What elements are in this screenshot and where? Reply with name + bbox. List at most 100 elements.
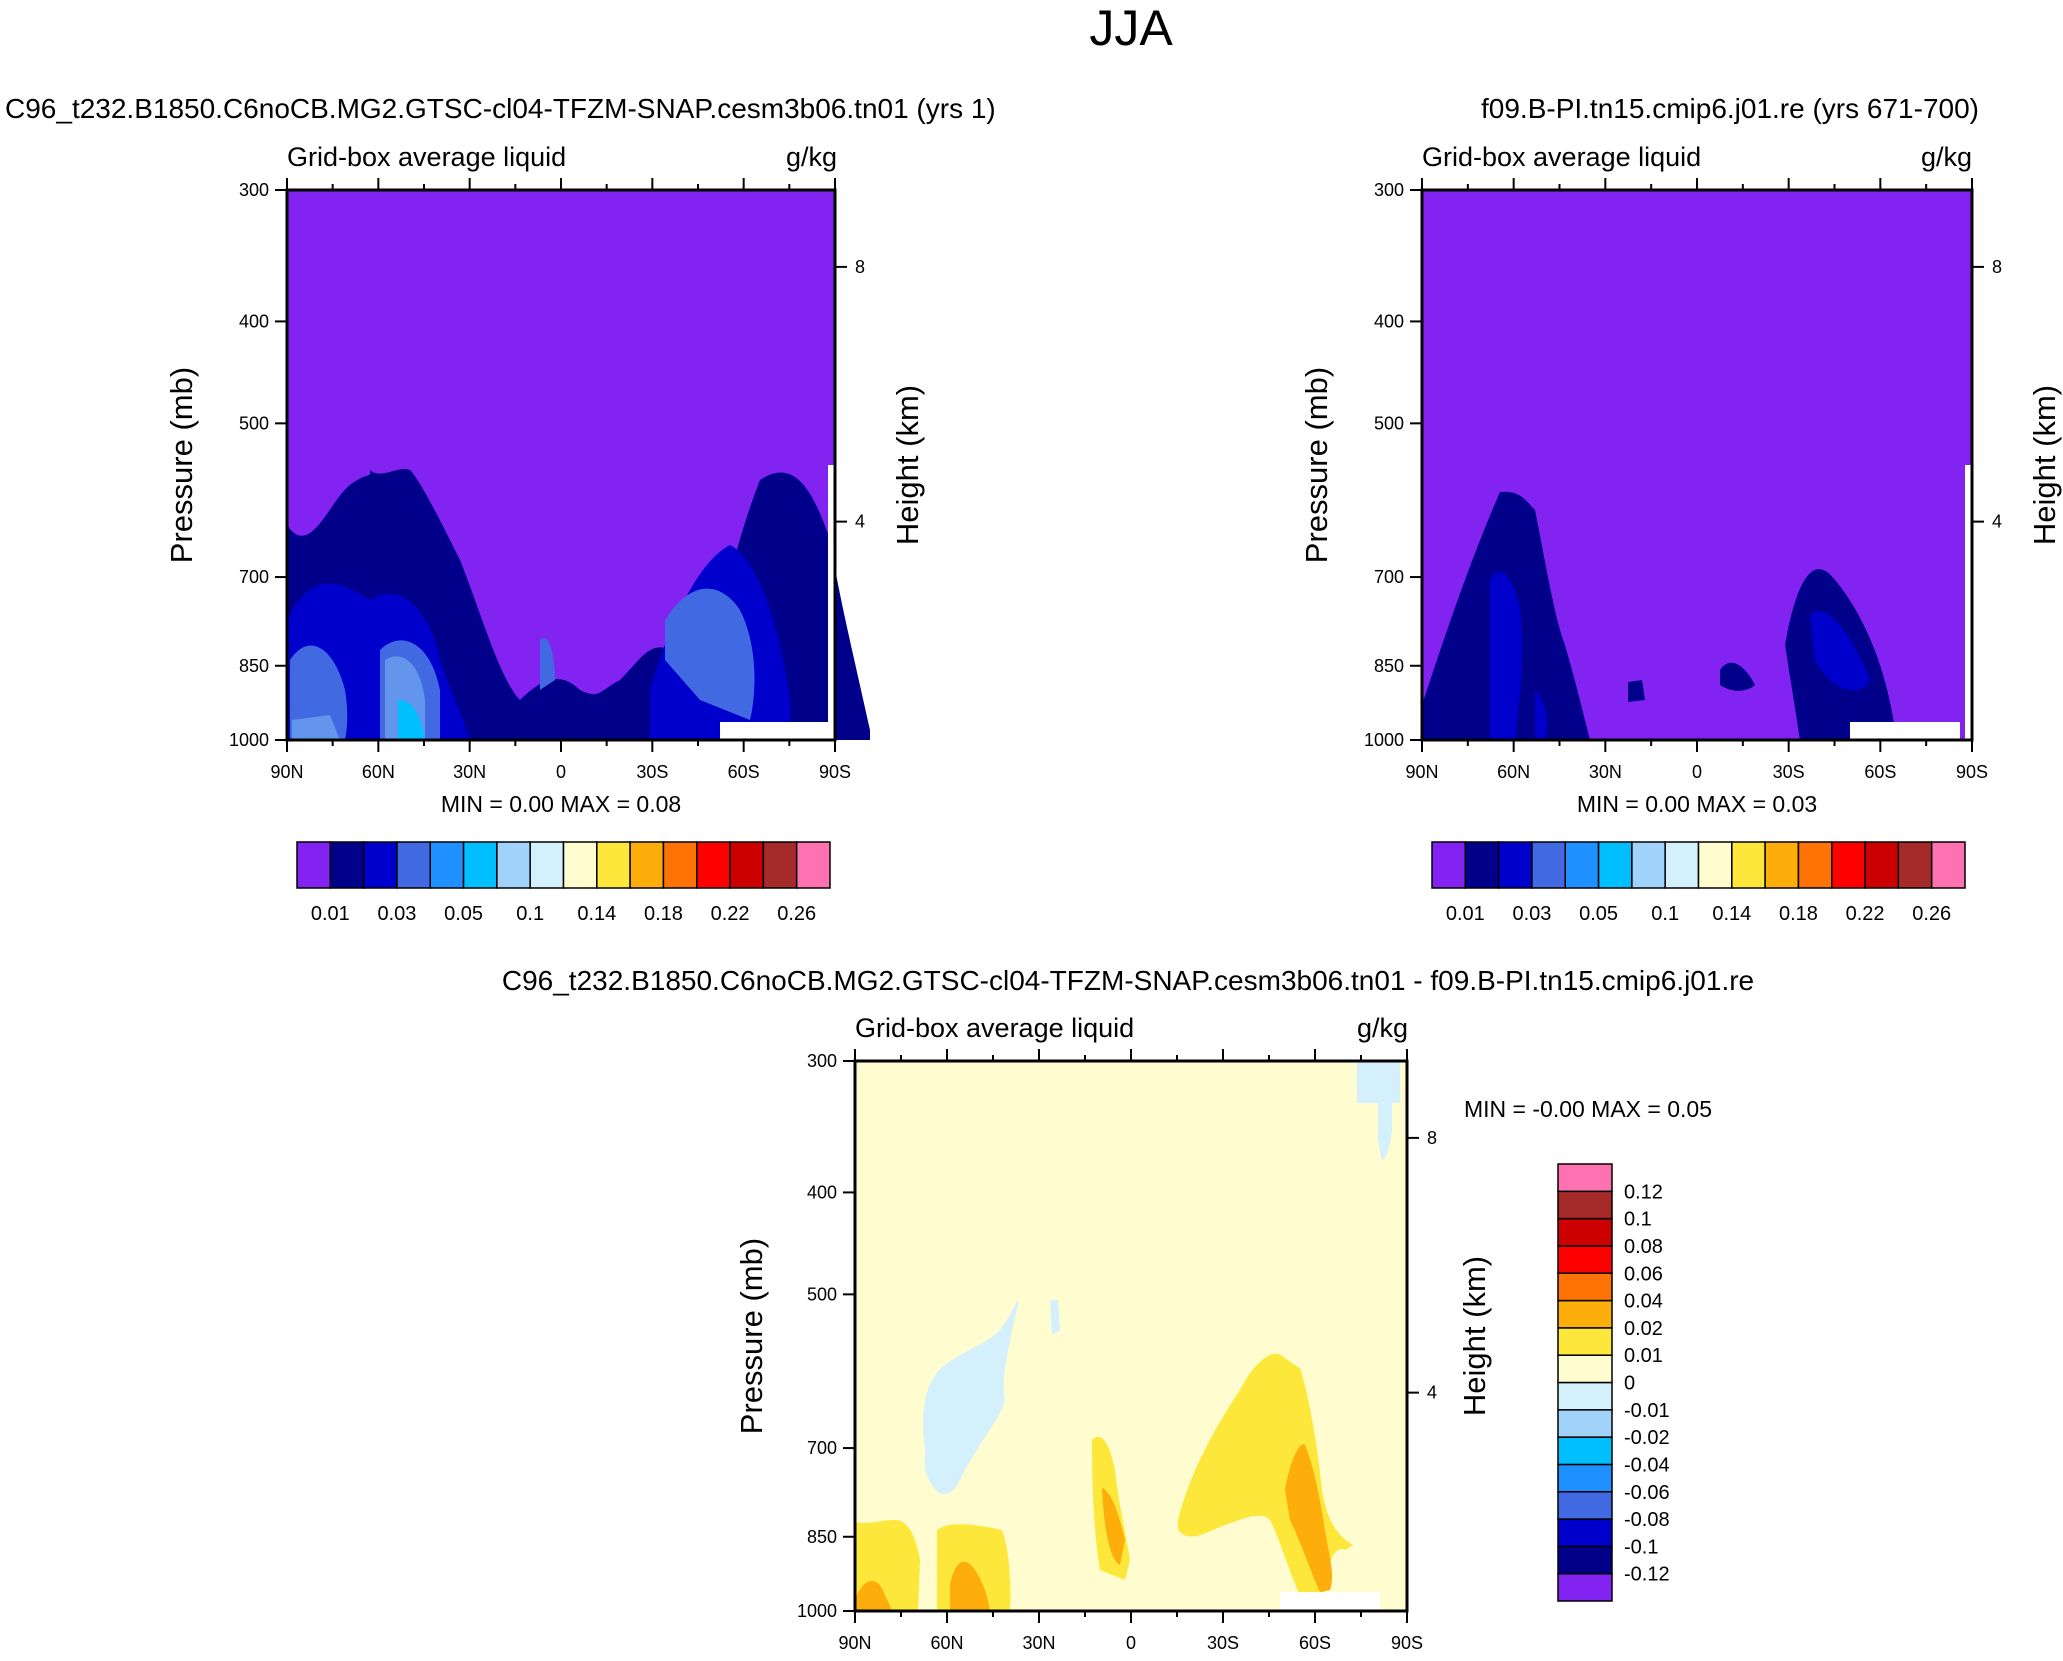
x-tick-label: 90S xyxy=(1956,762,1988,782)
x-tick-label: 30N xyxy=(1589,762,1622,782)
colorbar-label: 0.01 xyxy=(311,903,350,925)
x-tick-label: 60S xyxy=(1864,762,1896,782)
colorbar-box xyxy=(1531,841,1566,889)
panel-diff-min-max: MIN = -0.00 MAX = 0.05 xyxy=(1464,1096,1712,1122)
colorbar-label: 0.05 xyxy=(1579,903,1618,925)
colorbar-box xyxy=(1930,841,1966,889)
x-tick-label: 30S xyxy=(1207,1633,1239,1653)
y-tick-label: 400 xyxy=(807,1182,837,1202)
panel-right-y-axis-title: Pressure (mb) xyxy=(1299,367,1334,563)
colorbar-label: 0.18 xyxy=(1779,903,1818,925)
contour-neg-0.01b xyxy=(923,1299,1060,1494)
height-tick-label: 8 xyxy=(1992,257,2002,277)
colorbar-box xyxy=(562,841,598,889)
colorbar-label: 0.26 xyxy=(777,903,816,925)
main-title: JJA xyxy=(1089,0,1173,56)
panel-right-height-axis-title: Height (km) xyxy=(2027,385,2062,545)
colorbar-box xyxy=(1631,841,1666,889)
panel-diff-missing xyxy=(1280,1592,1380,1611)
panel-diff-y-axis-title: Pressure (mb) xyxy=(734,1238,769,1434)
height-tick-label: 4 xyxy=(1992,512,2002,532)
colorbar-box xyxy=(462,841,498,889)
colorbar-box xyxy=(296,841,332,889)
colorbar-box xyxy=(1664,841,1700,889)
colorbar-box xyxy=(1864,841,1900,889)
colorbar-label: -0.08 xyxy=(1624,1509,1670,1531)
x-tick-label: 30S xyxy=(1773,762,1805,782)
y-tick-label: 300 xyxy=(239,180,269,200)
colorbar-box xyxy=(1557,1409,1613,1438)
panel-right-min-max: MIN = 0.00 MAX = 0.03 xyxy=(1577,791,1817,817)
colorbar-box xyxy=(1497,841,1533,889)
panel-right-x-ticks: 90N 60N 30N 0 30S 60S 90S xyxy=(1405,178,1988,782)
colorbar-label: 0.14 xyxy=(577,903,616,925)
colorbar-label: -0.06 xyxy=(1624,1482,1670,1504)
colorbar-box xyxy=(496,841,531,889)
colorbar-box xyxy=(362,841,398,889)
y-tick-label: 700 xyxy=(1374,567,1404,587)
height-tick-label: 8 xyxy=(855,257,865,277)
colorbar-box xyxy=(1597,841,1633,889)
colorbar-label: 0.18 xyxy=(644,903,683,925)
colorbar-box xyxy=(1731,841,1766,889)
y-tick-label: 300 xyxy=(1374,180,1404,200)
contour-0.01 xyxy=(1422,491,1895,740)
colorbar-label: 0.06 xyxy=(1624,1263,1663,1285)
colorbar-box xyxy=(529,841,565,889)
panel-diff: C96_t232.B1850.C6noCB.MG2.GTSC-cl04-TFZM… xyxy=(502,965,1754,1653)
colorbar-label: 0.14 xyxy=(1712,903,1751,925)
x-tick-label: 90S xyxy=(1391,1633,1423,1653)
y-tick-label: 850 xyxy=(1374,656,1404,676)
y-tick-label: 500 xyxy=(807,1284,837,1304)
height-tick-label: 8 xyxy=(1427,1128,1437,1148)
colorbar-box xyxy=(1557,1491,1613,1520)
panel-right-colorbar: 0.01 0.03 0.05 0.1 0.14 0.18 0.22 0.26 xyxy=(1431,841,1966,925)
panel-left-missing-edge xyxy=(828,465,835,740)
colorbar-box xyxy=(1897,841,1933,889)
height-tick-label: 4 xyxy=(1427,1383,1437,1403)
x-tick-label: 90N xyxy=(1405,762,1438,782)
colorbar-box xyxy=(795,841,831,889)
contour-0.07 xyxy=(292,656,425,740)
panel-diff-case-title: C96_t232.B1850.C6noCB.MG2.GTSC-cl04-TFZM… xyxy=(502,965,1754,996)
colorbar-label: -0.01 xyxy=(1624,1400,1670,1422)
colorbar-box xyxy=(1557,1572,1613,1602)
colorbar-box xyxy=(1557,1381,1613,1411)
y-tick-label: 1000 xyxy=(797,1601,837,1621)
x-tick-label: 90S xyxy=(819,762,851,782)
colorbar-label: -0.12 xyxy=(1624,1564,1670,1586)
colorbar-label: -0.1 xyxy=(1624,1536,1658,1558)
y-tick-label: 500 xyxy=(239,413,269,433)
colorbar-box xyxy=(1557,1354,1613,1384)
colorbar-box xyxy=(1557,1545,1613,1575)
panel-diff-height-axis-title: Height (km) xyxy=(1457,1256,1492,1416)
colorbar-label: 0.26 xyxy=(1912,903,1951,925)
contour-neg-0.01 xyxy=(1357,1061,1400,1160)
colorbar-box xyxy=(1764,841,1800,889)
x-tick-label: 60S xyxy=(1299,1633,1331,1653)
panel-diff-colorbar: -0.12 -0.1 -0.08 -0.06 -0.04 -0.02 -0.01 0 0.01 0… xyxy=(1557,1163,1670,1602)
y-tick-label: 300 xyxy=(807,1051,837,1071)
colorbar-box xyxy=(1557,1463,1613,1493)
panel-diff-variable-label: Grid-box average liquid xyxy=(855,1013,1134,1043)
contour-0.1 xyxy=(398,700,425,740)
x-tick-label: 30N xyxy=(1022,1633,1055,1653)
colorbar-label: 0.04 xyxy=(1624,1291,1663,1313)
x-tick-label: 90N xyxy=(838,1633,871,1653)
colorbar-box xyxy=(762,841,798,889)
colorbar-label: 0.22 xyxy=(1846,903,1885,925)
colorbar-label: 0.02 xyxy=(1624,1318,1663,1340)
colorbar-box xyxy=(1557,1327,1613,1356)
colorbar-label: 0.03 xyxy=(377,903,416,925)
panel-diff-x-ticks: 90N 60N 30N 0 30S 60S 90S xyxy=(838,1049,1423,1653)
y-tick-label: 1000 xyxy=(1364,730,1404,750)
colorbar-box xyxy=(1564,841,1600,889)
x-tick-label: 60N xyxy=(1497,762,1530,782)
panel-left-contours xyxy=(287,465,870,740)
panel-right-height-ticks: 84 xyxy=(1972,257,2002,532)
y-tick-label: 400 xyxy=(239,311,269,331)
colorbar-label: 0.01 xyxy=(1624,1345,1663,1367)
colorbar-box xyxy=(1464,841,1500,889)
